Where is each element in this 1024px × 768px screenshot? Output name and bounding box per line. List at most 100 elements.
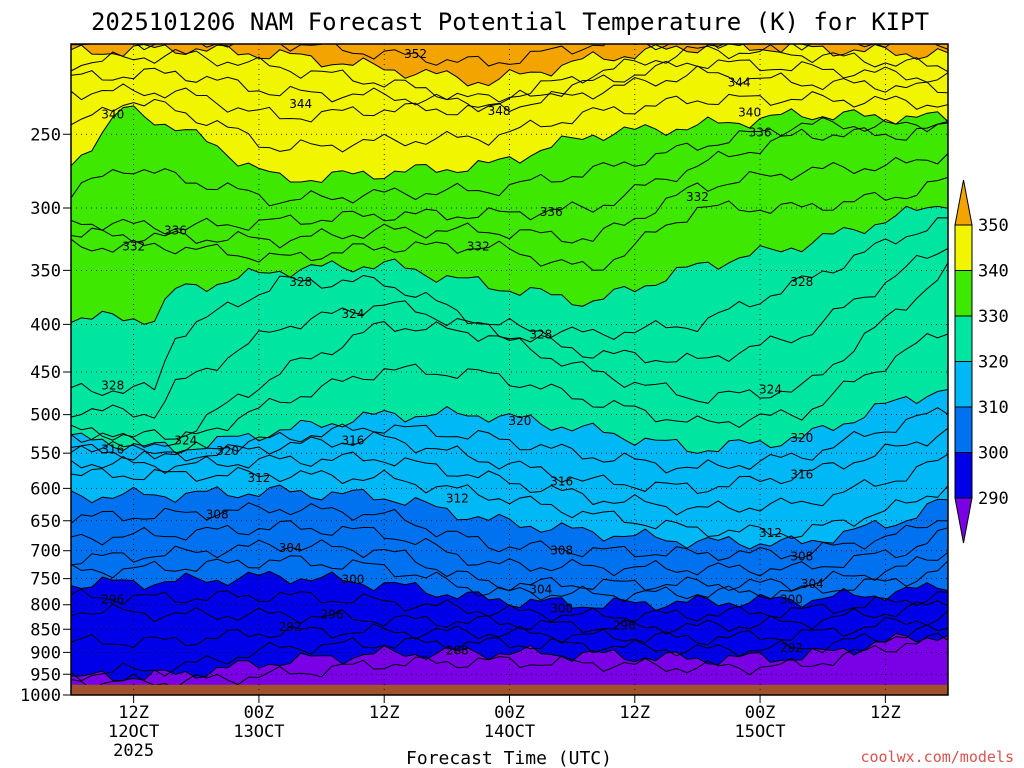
isentrope-314 bbox=[71, 451, 948, 516]
band-2 bbox=[71, 105, 948, 325]
contour-label: 328 bbox=[529, 327, 552, 341]
isentrope-316 bbox=[71, 427, 948, 495]
contour-label: 296 bbox=[613, 618, 636, 632]
isentrope-336 bbox=[71, 121, 948, 235]
colorbar-segment bbox=[954, 406, 973, 453]
contour-label: 320 bbox=[508, 414, 531, 428]
colorbar-segment bbox=[954, 452, 973, 499]
contour-label: 336 bbox=[540, 205, 563, 219]
contour-label: 340 bbox=[738, 106, 761, 120]
credit-text[interactable]: coolwx.com/models bbox=[860, 748, 1014, 766]
isentrope-330 bbox=[71, 205, 948, 325]
contour-label: 328 bbox=[101, 378, 124, 392]
contour-label: 316 bbox=[550, 475, 573, 489]
isentrope-306 bbox=[71, 520, 948, 577]
y-tick-label: 950 bbox=[30, 665, 61, 685]
colorbar-segment bbox=[954, 224, 973, 271]
isentrope-292 bbox=[71, 624, 948, 682]
isentrope-334 bbox=[71, 153, 948, 249]
contour-label: 304 bbox=[279, 541, 302, 555]
isentrope-320 bbox=[71, 389, 948, 454]
band-5 bbox=[71, 485, 948, 611]
isentrope-340 bbox=[71, 105, 948, 184]
contour-labels: 352 344 348 344 340 340 336 332 336 336 332 332 328 3… bbox=[101, 47, 823, 658]
colorbar-label: 290 bbox=[978, 489, 1009, 509]
contour-label: 288 bbox=[446, 644, 469, 658]
colorbar-top-arrow bbox=[954, 179, 973, 226]
isentrope-322 bbox=[71, 333, 948, 448]
isentrope-346 bbox=[71, 59, 948, 113]
contour-label: 324 bbox=[341, 307, 364, 321]
colorbar-label: 300 bbox=[978, 444, 1009, 464]
y-tick-label: 350 bbox=[30, 261, 61, 281]
contour-label: 344 bbox=[289, 97, 312, 111]
x-tick-label: 15OCT bbox=[734, 722, 785, 742]
contour-label: 308 bbox=[206, 507, 229, 521]
contour-label: 332 bbox=[467, 240, 490, 254]
colorbar-legend: 350 340 330 320 310 300 290 bbox=[954, 179, 1009, 544]
contour-label: 308 bbox=[790, 549, 813, 563]
x-tick-label: 14OCT bbox=[484, 722, 535, 742]
colorbar-label: 340 bbox=[978, 262, 1009, 282]
y-tick-label: 650 bbox=[30, 512, 61, 532]
contour-label: 312 bbox=[446, 491, 469, 505]
contour-label: 304 bbox=[801, 577, 824, 591]
y-tick-label: 250 bbox=[30, 125, 61, 145]
x-tick-label: 12Z bbox=[369, 703, 400, 723]
contour-label: 304 bbox=[529, 582, 552, 596]
y-tick-label: 600 bbox=[30, 479, 61, 499]
contour-label: 320 bbox=[216, 444, 239, 458]
contour-label: 340 bbox=[101, 107, 124, 121]
contour-label: 300 bbox=[780, 593, 803, 607]
isentrope-328 bbox=[71, 217, 948, 397]
contour-label: 316 bbox=[101, 442, 124, 456]
isentrope-342 bbox=[71, 91, 948, 153]
contour-label: 344 bbox=[728, 76, 751, 90]
contour-label: 312 bbox=[247, 471, 270, 485]
contour-label: 336 bbox=[749, 126, 772, 140]
isentrope-304 bbox=[71, 539, 948, 592]
y-tick-label: 300 bbox=[30, 199, 61, 219]
y-tick-label: 500 bbox=[30, 406, 61, 426]
plot-area: 352 344 348 344 340 340 336 332 336 336 332 332 328 3… bbox=[71, 44, 948, 695]
band-6 bbox=[71, 571, 948, 681]
isentrope-288 bbox=[71, 632, 948, 691]
contour-label: 324 bbox=[174, 433, 197, 447]
x-axis-title: Forecast Time (UTC) bbox=[406, 748, 612, 768]
grid-lines bbox=[71, 44, 948, 695]
colorbar-segment bbox=[954, 270, 973, 317]
contour-label: 332 bbox=[686, 190, 709, 204]
contour-label: 292 bbox=[780, 641, 803, 655]
y-axis: 250 300 350 400 450 500 550 600 650 700 750 800 850 9… bbox=[20, 125, 71, 706]
chart-title: 2025101206 NAM Forecast Potential Temper… bbox=[91, 8, 929, 36]
contour-label: 352 bbox=[404, 47, 427, 61]
contour-label: 320 bbox=[790, 431, 813, 445]
contour-label: 336 bbox=[164, 223, 187, 237]
isentrope-324 bbox=[71, 262, 948, 441]
isentrope-296 bbox=[71, 600, 948, 635]
isentrope-294 bbox=[71, 610, 948, 649]
band-1 bbox=[71, 44, 948, 183]
isentrope-308 bbox=[71, 502, 948, 561]
x-tick-label: 2025 bbox=[113, 741, 154, 761]
colorbar-label: 350 bbox=[978, 216, 1009, 236]
x-tick-label: 12Z bbox=[619, 703, 650, 723]
x-tick-label: 12Z bbox=[870, 703, 901, 723]
contour-label: 308 bbox=[550, 544, 573, 558]
contour-label: 348 bbox=[488, 104, 511, 118]
isentrope-lines bbox=[71, 44, 948, 691]
isentrope-312 bbox=[71, 466, 948, 539]
y-tick-label: 1000 bbox=[20, 686, 61, 706]
contour-label: 296 bbox=[101, 593, 124, 607]
isentrope-332 bbox=[71, 176, 948, 271]
isentrope-326 bbox=[71, 247, 948, 419]
contour-label: 316 bbox=[341, 433, 364, 447]
y-tick-label: 700 bbox=[30, 542, 61, 562]
y-tick-label: 450 bbox=[30, 363, 61, 383]
colorbar-label: 320 bbox=[978, 353, 1009, 373]
contour-label: 312 bbox=[759, 526, 782, 540]
y-tick-label: 550 bbox=[30, 444, 61, 464]
colorbar-segment bbox=[954, 361, 973, 408]
